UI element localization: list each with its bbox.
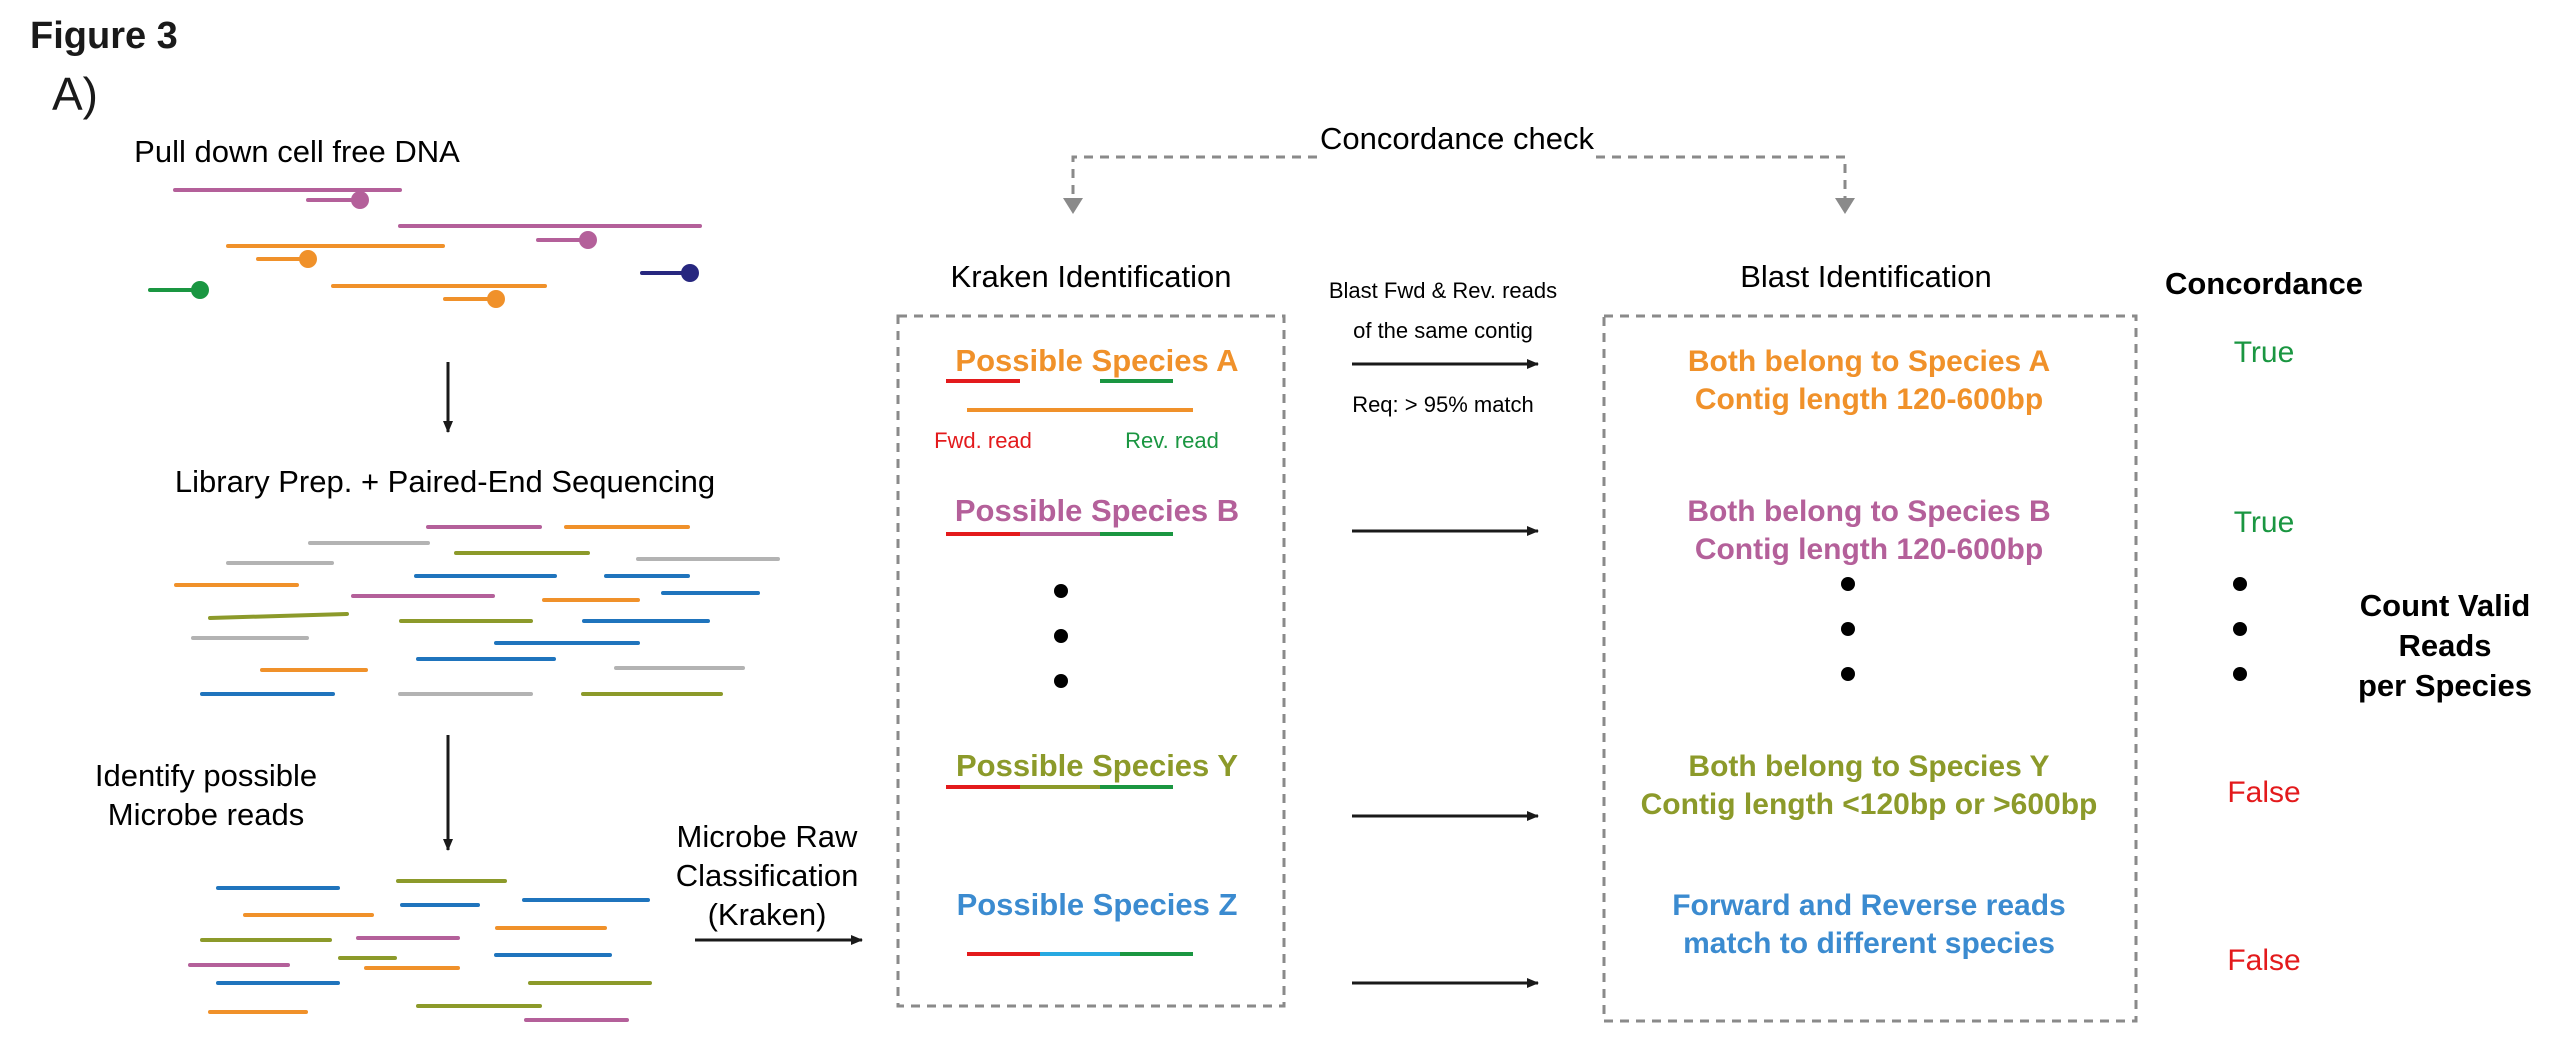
- cfdna-bead: [191, 281, 209, 299]
- ellipsis-dot: [2233, 577, 2247, 591]
- ellipsis-dot: [2233, 667, 2247, 681]
- kraken-title: Kraken Identification: [951, 259, 1232, 294]
- blast-step-line1: Blast Fwd & Rev. reads: [1329, 278, 1557, 303]
- blast-y-line2: Contig length <120bp or >600bp: [1641, 788, 2098, 821]
- cfdna-fragments: [148, 188, 702, 308]
- blast-box: [1602, 314, 2138, 1023]
- blast-b-line1: Both belong to Species B: [1687, 495, 2050, 528]
- ellipsis-dot: [1054, 584, 1068, 598]
- classification-line2: Classification: [676, 858, 859, 893]
- ellipsis-dot: [1054, 674, 1068, 688]
- sequencing-read: [208, 612, 349, 620]
- concordance-z: False: [2227, 944, 2300, 977]
- microbe-reads: [188, 879, 652, 1022]
- ellipsis-dot: [1841, 622, 1855, 636]
- blast-a-line1: Both belong to Species A: [1688, 345, 2050, 378]
- classification-line1: Microbe Raw: [677, 819, 858, 854]
- concordance-check-label: Concordance check: [1320, 121, 1594, 156]
- step-identify-line2: Microbe reads: [108, 797, 304, 832]
- panel-label: A): [52, 68, 98, 120]
- count-valid-line1: Count Valid: [2360, 588, 2531, 623]
- fwd-read-label: Fwd. read: [934, 428, 1032, 453]
- ellipsis-dot: [2233, 622, 2247, 636]
- concordance-title: Concordance: [2165, 266, 2363, 301]
- blast-a-line2: Contig length 120-600bp: [1695, 383, 2043, 416]
- cfdna-bead: [681, 264, 699, 282]
- concordance-y: False: [2227, 776, 2300, 809]
- blast-step-line2: of the same contig: [1353, 318, 1533, 343]
- cfdna-bead: [579, 231, 597, 249]
- concordance-check-bracket: [1071, 155, 1847, 210]
- cfdna-bead: [351, 191, 369, 209]
- bracket-arrowhead-left: [1063, 198, 1083, 214]
- blast-b-line2: Contig length 120-600bp: [1695, 533, 2043, 566]
- count-valid-line2: Reads: [2398, 628, 2491, 663]
- rev-read-label: Rev. read: [1125, 428, 1219, 453]
- kraken-species-z: Possible Species Z: [957, 887, 1238, 922]
- ellipsis-dot: [1841, 577, 1855, 591]
- kraken-species-b: Possible Species B: [955, 493, 1239, 528]
- concordance-a: True: [2234, 336, 2295, 369]
- sequencing-reads: [174, 525, 780, 696]
- blast-requirement: Req: > 95% match: [1352, 392, 1534, 417]
- cfdna-bead: [299, 250, 317, 268]
- figure-label: Figure 3: [30, 15, 178, 57]
- step-sequencing-label: Library Prep. + Paired-End Sequencing: [175, 464, 715, 499]
- ellipsis-dot: [1841, 667, 1855, 681]
- blast-y-line1: Both belong to Species Y: [1688, 750, 2049, 783]
- kraken-box: [896, 314, 1286, 1008]
- blast-title: Blast Identification: [1740, 259, 1992, 294]
- blast-z-line2: match to different species: [1683, 927, 2055, 960]
- count-valid-line3: per Species: [2358, 668, 2532, 703]
- step-identify-line1: Identify possible: [95, 758, 317, 793]
- ellipsis-dot: [1054, 629, 1068, 643]
- concordance-b: True: [2234, 506, 2295, 539]
- blast-z-line1: Forward and Reverse reads: [1672, 889, 2066, 922]
- step-pull-down-label: Pull down cell free DNA: [134, 134, 460, 169]
- concordance-ellipsis: [2233, 577, 2247, 681]
- kraken-species-y: Possible Species Y: [956, 748, 1238, 783]
- blast-ellipsis: [1841, 577, 1855, 681]
- kraken-species-a: Possible Species A: [955, 343, 1238, 378]
- classification-line3: (Kraken): [708, 897, 827, 932]
- kraken-ellipsis: [1054, 584, 1068, 688]
- bracket-arrowhead-right: [1835, 198, 1855, 214]
- cfdna-bead: [487, 290, 505, 308]
